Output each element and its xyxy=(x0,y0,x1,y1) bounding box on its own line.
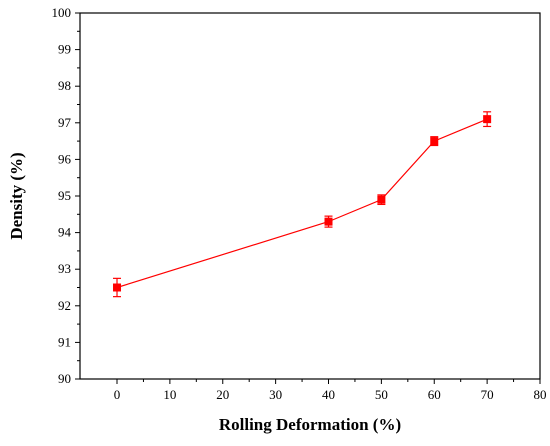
x-tick-label: 40 xyxy=(322,387,335,402)
y-tick-label: 94 xyxy=(58,225,72,240)
x-tick-label: 30 xyxy=(269,387,282,402)
x-tick-label: 50 xyxy=(375,387,388,402)
data-series xyxy=(113,111,492,298)
x-tick-label: 10 xyxy=(163,387,176,402)
y-axis-title: Density (%) xyxy=(7,152,26,239)
x-axis-title: Rolling Deformation (%) xyxy=(219,415,401,434)
y-tick-label: 98 xyxy=(58,78,71,93)
x-tick-label: 70 xyxy=(481,387,494,402)
x-tick-label: 0 xyxy=(114,387,121,402)
y-tick-label: 92 xyxy=(58,298,71,313)
y-tick-label: 99 xyxy=(58,42,71,57)
x-tick-label: 60 xyxy=(428,387,441,402)
x-tick-label: 80 xyxy=(534,387,547,402)
y-tick-label: 97 xyxy=(58,115,72,130)
data-point xyxy=(483,115,492,124)
data-point xyxy=(324,217,333,226)
plot-frame xyxy=(79,12,541,380)
y-tick-label: 95 xyxy=(58,188,71,203)
data-point xyxy=(430,137,439,146)
y-tick-label: 90 xyxy=(58,371,71,386)
data-point xyxy=(113,283,122,292)
x-axis-ticks: 0 10 20 30 40 50 60 70 80 xyxy=(114,379,547,402)
y-tick-label: 96 xyxy=(58,151,72,166)
y-tick-label: 100 xyxy=(52,5,72,20)
y-tick-label: 93 xyxy=(58,261,71,276)
y-axis-ticks: 90 91 92 93 94 95 96 97 98 99 100 xyxy=(52,5,80,386)
data-point xyxy=(377,195,386,204)
y-tick-label: 91 xyxy=(58,334,71,349)
x-tick-label: 20 xyxy=(216,387,229,402)
